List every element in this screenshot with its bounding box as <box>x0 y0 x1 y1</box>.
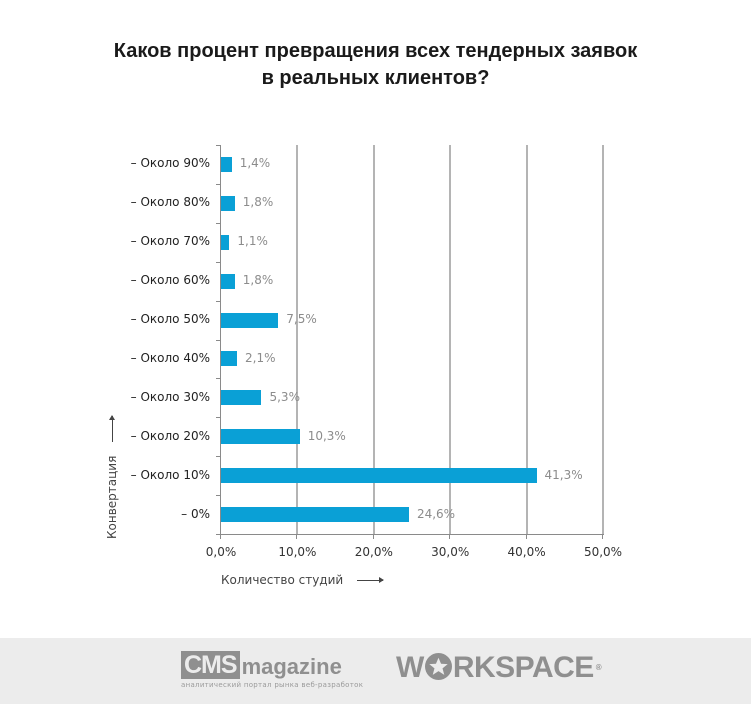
chart-title-line1: Каков процент превращения всех тендерных… <box>113 40 638 62</box>
y-tick <box>216 340 221 341</box>
chart-title-line2: в реальных клиентов? <box>261 67 490 89</box>
x-tick-label: 30,0% <box>431 545 470 559</box>
star-icon <box>424 653 452 680</box>
y-tick <box>216 262 221 263</box>
bar-chart: Количество студий Конвертация 0,0% 10,0% 2… <box>0 0 751 620</box>
bar-value-label: 10,3% <box>307 429 346 443</box>
category-label: – Около 40% <box>130 351 210 365</box>
bar <box>221 351 238 366</box>
category-label: – Около 50% <box>130 312 210 326</box>
x-tick <box>296 534 297 539</box>
y-axis-title: Конвертация <box>105 415 119 539</box>
bar <box>221 274 235 289</box>
gridline <box>372 145 375 534</box>
y-tick <box>216 495 221 496</box>
bar <box>221 313 279 328</box>
bar <box>221 390 262 405</box>
arrow-right-icon <box>357 577 385 583</box>
gridline <box>525 145 528 534</box>
x-tick-label: 10,0% <box>278 545 317 559</box>
bar <box>221 468 537 483</box>
footer-logos: CMS magazine аналитический портал рынка в… <box>0 638 751 704</box>
y-tick <box>216 417 221 418</box>
bar <box>221 196 235 211</box>
bar-value-label: 1,8% <box>242 273 274 287</box>
x-tick-label: 40,0% <box>507 545 546 559</box>
category-label: – 0% <box>181 507 210 521</box>
category-label: – Около 30% <box>130 390 210 404</box>
category-label: – Около 10% <box>130 468 210 482</box>
workspace-logo-w: W <box>396 651 424 684</box>
bar <box>221 235 230 250</box>
bar-value-label: 1,1% <box>237 234 268 248</box>
x-tick <box>526 534 527 539</box>
bar-value-label: 5,3% <box>269 390 300 404</box>
y-tick <box>216 534 221 535</box>
bar <box>221 429 300 444</box>
gridline <box>602 145 604 534</box>
arrow-up-icon <box>112 415 113 442</box>
bar-value-label: 2,1% <box>245 351 276 365</box>
gridline <box>449 145 452 534</box>
cms-logo-magazine: magazine <box>241 654 342 679</box>
x-tick <box>373 534 374 539</box>
y-tick <box>216 145 221 146</box>
registered-mark: ® <box>595 663 602 672</box>
cms-magazine-logo: CMS magazine аналитический портал рынка в… <box>181 651 363 689</box>
y-tick <box>216 456 221 457</box>
x-axis-line <box>220 534 604 535</box>
x-tick <box>602 534 603 539</box>
cms-logo-tagline: аналитический портал рынка веб-разработо… <box>181 681 364 689</box>
category-label: – Около 20% <box>130 429 210 443</box>
y-tick <box>216 184 221 185</box>
bar-value-label: 1,4% <box>239 156 271 170</box>
cms-logo-box: CMS <box>181 651 240 679</box>
workspace-logo: W RKSPACE ® <box>396 651 602 684</box>
bar-value-label: 24,6% <box>416 507 456 521</box>
x-tick <box>449 534 450 539</box>
bar-value-label: 1,8% <box>242 195 274 209</box>
category-label: – Около 70% <box>130 234 210 248</box>
x-tick <box>220 534 221 539</box>
category-label: – Около 60% <box>130 273 210 287</box>
category-label: – Около 80% <box>130 195 210 209</box>
workspace-logo-rest: RKSPACE <box>452 651 594 684</box>
y-tick <box>216 223 221 224</box>
x-tick-label: 20,0% <box>354 545 393 559</box>
y-tick <box>216 301 221 302</box>
gridline <box>296 145 299 534</box>
category-label: – Около 90% <box>130 156 210 170</box>
y-tick <box>216 378 221 379</box>
bar-value-label: 7,5% <box>286 312 317 326</box>
chart-title: Каков процент превращения всех тендерных… <box>0 38 751 92</box>
bar-value-label: 41,3% <box>544 468 583 482</box>
bar <box>221 157 232 172</box>
bar <box>221 507 409 522</box>
x-tick-label: 50,0% <box>583 545 623 559</box>
x-tick-label: 0,0% <box>205 545 237 559</box>
x-axis-title: Количество студий <box>221 573 385 587</box>
